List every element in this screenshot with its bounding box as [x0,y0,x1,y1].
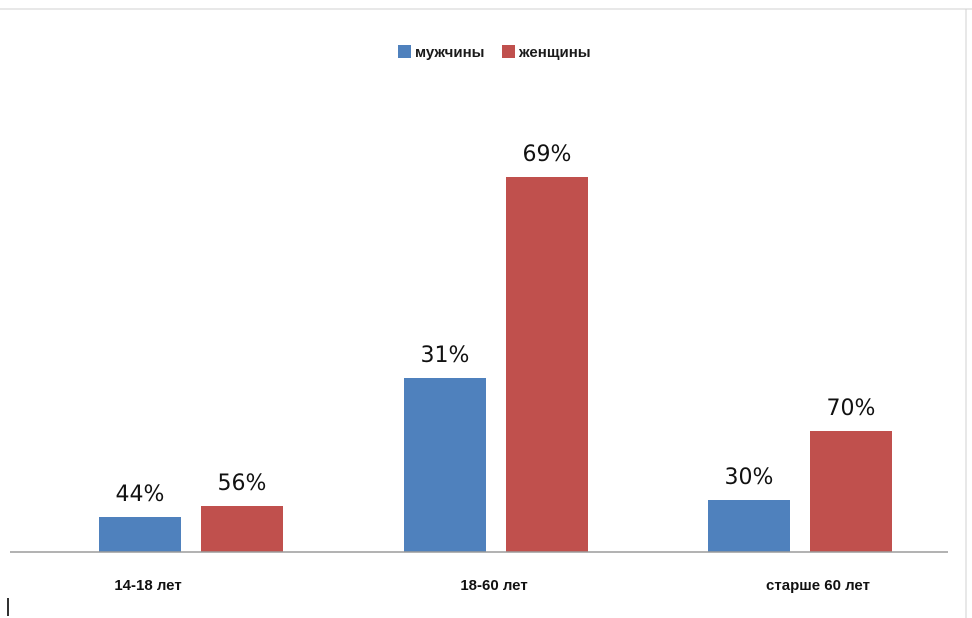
corner-mark [7,598,9,616]
category-label-0: 14-18 лет [114,577,181,594]
category-labels-layer: 14-18 лет 18-60 лет старше 60 лет [114,577,870,594]
legend-swatch-male [398,45,411,58]
bar-male-2 [708,500,790,552]
bar-female-1 [506,177,588,552]
bar-male-0 [99,517,181,552]
category-label-1: 18-60 лет [460,577,527,594]
bar-male-1 [404,378,486,552]
legend: мужчины женщины [398,44,591,61]
legend-label-female: женщины [518,44,591,61]
value-label-male-1: 31% [421,343,470,368]
value-label-male-2: 30% [725,465,774,490]
bars-layer [99,177,892,552]
value-labels-layer: 44% 56% 31% 69% 30% 70% [116,142,876,507]
value-label-female-2: 70% [827,396,876,421]
value-label-male-0: 44% [116,482,165,507]
value-label-female-1: 69% [523,142,572,167]
bar-female-2 [810,431,892,552]
legend-swatch-female [502,45,515,58]
legend-label-male: мужчины [415,44,485,61]
category-label-2: старше 60 лет [766,577,870,594]
bar-female-0 [201,506,283,552]
value-label-female-0: 56% [218,471,267,496]
